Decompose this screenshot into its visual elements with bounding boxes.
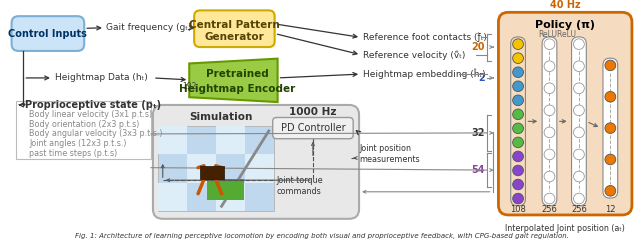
Circle shape (544, 61, 555, 72)
Circle shape (573, 149, 584, 160)
Text: Heightmap embedding (ĥₜ): Heightmap embedding (ĥₜ) (363, 69, 486, 79)
Text: Fig. 1: Architecture of learning perceptive locomotion by encoding both visual a: Fig. 1: Architecture of learning percept… (75, 233, 569, 239)
Circle shape (573, 61, 584, 72)
Circle shape (513, 67, 524, 78)
Text: Interpolated Joint position (aₜ): Interpolated Joint position (aₜ) (505, 224, 625, 233)
Text: 256: 256 (571, 205, 587, 214)
Circle shape (573, 105, 584, 116)
Text: PD Controller: PD Controller (280, 123, 345, 133)
Text: Generator: Generator (205, 32, 264, 42)
FancyBboxPatch shape (153, 105, 359, 219)
Circle shape (513, 39, 524, 49)
Text: 2: 2 (478, 73, 484, 83)
Circle shape (544, 105, 555, 116)
Circle shape (605, 154, 616, 165)
Text: Proprioceptive state (pₜ): Proprioceptive state (pₜ) (26, 100, 161, 110)
Circle shape (544, 193, 555, 204)
Text: Body angular velocity (3x3 p.t.s.): Body angular velocity (3x3 p.t.s.) (29, 129, 163, 138)
Circle shape (605, 91, 616, 102)
Circle shape (513, 137, 524, 148)
Text: Control Inputs: Control Inputs (8, 28, 87, 39)
Text: 1000 Hz: 1000 Hz (289, 107, 337, 117)
Circle shape (573, 39, 584, 49)
FancyBboxPatch shape (603, 58, 618, 198)
Text: Simulation: Simulation (189, 112, 253, 121)
Circle shape (544, 171, 555, 182)
Text: Heightmap Data (hₜ): Heightmap Data (hₜ) (55, 74, 148, 82)
Circle shape (544, 127, 555, 138)
Circle shape (544, 149, 555, 160)
Text: 20: 20 (471, 42, 484, 52)
Circle shape (513, 179, 524, 190)
Text: 192: 192 (182, 82, 196, 91)
Circle shape (513, 95, 524, 106)
Circle shape (573, 171, 584, 182)
Bar (158, 183, 187, 211)
Circle shape (573, 83, 584, 94)
Text: 32: 32 (471, 128, 484, 138)
Text: 108: 108 (510, 205, 526, 214)
Text: 54: 54 (471, 165, 484, 175)
Text: past time steps (p.t.s): past time steps (p.t.s) (29, 149, 118, 158)
Text: Joint position
measurements: Joint position measurements (359, 144, 420, 164)
Bar (187, 154, 216, 183)
Circle shape (605, 60, 616, 71)
Text: 40 Hz: 40 Hz (550, 0, 580, 10)
Text: Reference foot contacts (ƒ̂ₜ): Reference foot contacts (ƒ̂ₜ) (363, 33, 487, 42)
FancyBboxPatch shape (572, 37, 586, 206)
Text: Pretrained: Pretrained (206, 69, 269, 79)
Circle shape (605, 186, 616, 196)
Bar (158, 126, 187, 154)
Circle shape (544, 83, 555, 94)
Text: 12: 12 (605, 205, 616, 214)
Text: →: → (17, 100, 26, 110)
Circle shape (573, 127, 584, 138)
Circle shape (513, 165, 524, 176)
Circle shape (513, 53, 524, 63)
FancyBboxPatch shape (273, 118, 353, 139)
Circle shape (513, 81, 524, 92)
Circle shape (573, 193, 584, 204)
FancyBboxPatch shape (194, 10, 275, 47)
Bar (15, 101, 151, 159)
Text: Joint angles (12x3 p.t.s.): Joint angles (12x3 p.t.s.) (29, 139, 127, 148)
Text: Joint torque
commands: Joint torque commands (276, 176, 323, 196)
Bar (158, 126, 274, 211)
Bar (200, 166, 223, 179)
Polygon shape (189, 59, 278, 102)
Text: Body linear velocity (3x1 p.t.s): Body linear velocity (3x1 p.t.s) (29, 110, 152, 119)
Circle shape (513, 109, 524, 120)
Text: 256: 256 (541, 205, 557, 214)
Text: Reference velocity (ṽ̂ₜ): Reference velocity (ṽ̂ₜ) (363, 50, 465, 60)
Bar (207, 179, 244, 201)
FancyBboxPatch shape (12, 16, 84, 51)
Bar (216, 183, 244, 211)
Circle shape (544, 39, 555, 49)
Bar (244, 154, 274, 183)
Text: 1: 1 (190, 20, 195, 29)
Text: Gait frequency (gₜ): Gait frequency (gₜ) (106, 23, 191, 32)
Text: ReLUReLU: ReLUReLU (538, 30, 577, 39)
FancyBboxPatch shape (542, 37, 557, 206)
Bar (216, 126, 244, 154)
Circle shape (513, 151, 524, 162)
Text: Policy (π): Policy (π) (535, 20, 595, 30)
Text: Heightmap Encoder: Heightmap Encoder (179, 84, 296, 94)
Circle shape (513, 193, 524, 204)
Text: Body orientation (2x3 p.t.s): Body orientation (2x3 p.t.s) (29, 120, 140, 129)
Circle shape (513, 123, 524, 134)
Text: Central Pattern: Central Pattern (189, 20, 280, 30)
Circle shape (605, 123, 616, 134)
FancyBboxPatch shape (499, 12, 632, 215)
